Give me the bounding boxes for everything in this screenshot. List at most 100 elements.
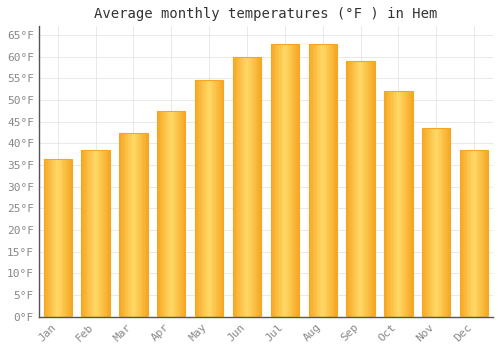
Bar [248,57,250,317]
Bar [237,57,238,317]
Bar [280,44,282,317]
Bar [388,91,390,317]
Bar [466,150,467,317]
Bar [138,133,139,317]
Bar [69,159,70,317]
Bar [468,150,470,317]
Bar [460,150,488,317]
Bar [106,150,107,317]
Bar [182,111,184,317]
Bar [428,128,429,317]
Bar [48,159,49,317]
Bar [216,80,218,317]
Bar [360,61,362,317]
Bar [195,80,196,317]
Bar [119,133,148,317]
Bar [96,150,97,317]
Bar [424,128,425,317]
Bar [422,128,450,317]
Bar [168,111,170,317]
Bar [157,111,186,317]
Bar [219,80,220,317]
Bar [440,128,442,317]
Bar [196,80,198,317]
Bar [429,128,430,317]
Bar [442,128,444,317]
Title: Average monthly temperatures (°F ) in Hem: Average monthly temperatures (°F ) in He… [94,7,438,21]
Bar [370,61,372,317]
Bar [365,61,366,317]
Bar [55,159,56,317]
Bar [160,111,162,317]
Bar [362,61,364,317]
Bar [198,80,199,317]
Bar [66,159,68,317]
Bar [200,80,202,317]
Bar [140,133,142,317]
Bar [289,44,290,317]
Bar [463,150,464,317]
Bar [352,61,354,317]
Bar [218,80,219,317]
Bar [144,133,145,317]
Bar [170,111,172,317]
Bar [435,128,436,317]
Bar [108,150,110,317]
Bar [52,159,54,317]
Bar [294,44,295,317]
Bar [146,133,148,317]
Bar [257,57,258,317]
Bar [349,61,350,317]
Bar [64,159,65,317]
Bar [394,91,396,317]
Bar [129,133,130,317]
Bar [372,61,374,317]
Bar [404,91,406,317]
Bar [82,150,83,317]
Bar [398,91,400,317]
Bar [470,150,472,317]
Bar [359,61,360,317]
Bar [210,80,212,317]
Bar [44,159,72,317]
Bar [348,61,349,317]
Bar [396,91,397,317]
Bar [286,44,288,317]
Bar [402,91,404,317]
Bar [70,159,72,317]
Bar [477,150,478,317]
Bar [244,57,246,317]
Bar [288,44,289,317]
Bar [98,150,100,317]
Bar [238,57,240,317]
Bar [220,80,222,317]
Bar [397,91,398,317]
Bar [184,111,186,317]
Bar [358,61,359,317]
Bar [292,44,294,317]
Bar [374,61,375,317]
Bar [258,57,260,317]
Bar [204,80,205,317]
Bar [426,128,428,317]
Bar [214,80,215,317]
Bar [390,91,392,317]
Bar [350,61,352,317]
Bar [125,133,126,317]
Bar [58,159,59,317]
Bar [83,150,84,317]
Bar [254,57,256,317]
Bar [236,57,237,317]
Bar [446,128,448,317]
Bar [199,80,200,317]
Bar [474,150,476,317]
Bar [172,111,174,317]
Bar [163,111,164,317]
Bar [270,44,272,317]
Bar [331,44,332,317]
Bar [86,150,87,317]
Bar [205,80,206,317]
Bar [92,150,94,317]
Bar [326,44,327,317]
Bar [256,57,257,317]
